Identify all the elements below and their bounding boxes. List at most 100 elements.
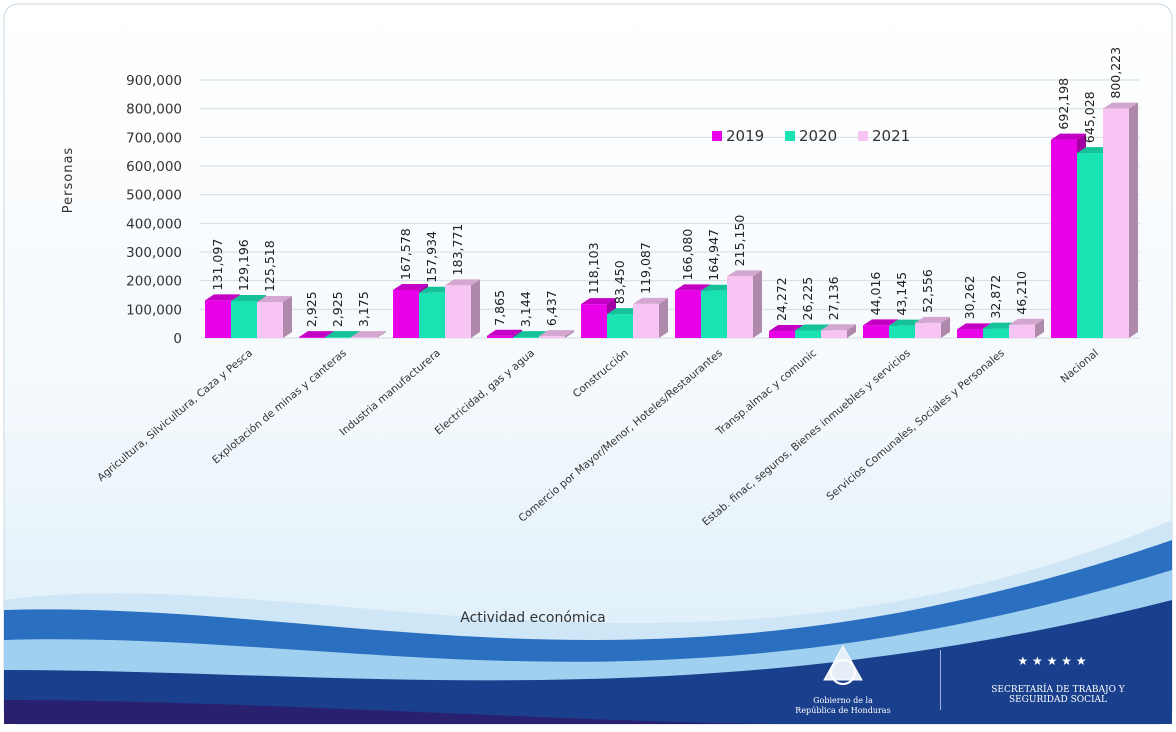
value-label: 7,865 — [492, 290, 507, 326]
bar — [821, 324, 856, 338]
bar-side — [377, 331, 386, 338]
bar-top — [633, 297, 668, 304]
value-label: 167,578 — [398, 228, 413, 280]
value-label: 164,947 — [706, 229, 721, 281]
bar-front — [351, 337, 377, 338]
bar-front — [1009, 324, 1035, 338]
value-label: 3,144 — [518, 291, 533, 327]
bar-top — [205, 294, 240, 301]
bar-front — [1103, 108, 1129, 338]
value-label: 44,016 — [868, 272, 883, 316]
bar-front — [633, 303, 659, 338]
value-label: 46,210 — [1014, 271, 1029, 315]
bar-front — [445, 285, 471, 338]
bar-front — [795, 330, 821, 338]
wave — [4, 700, 800, 724]
bar-top — [351, 331, 386, 338]
bar-top — [513, 331, 548, 338]
value-label: 119,087 — [638, 242, 653, 294]
legend-swatch — [858, 131, 868, 141]
value-label: 2,925 — [304, 291, 319, 327]
bar-top — [915, 316, 950, 323]
bar-front — [393, 289, 419, 338]
bar-front — [821, 330, 847, 338]
divider — [940, 650, 941, 710]
bar — [257, 296, 292, 338]
y-tick-label: 600,000 — [126, 159, 182, 175]
value-label: 27,136 — [826, 276, 841, 320]
y-tick-label: 500,000 — [126, 188, 182, 204]
y-tick-label: 800,000 — [126, 102, 182, 118]
value-label: 183,771 — [450, 224, 465, 276]
bar-top — [957, 323, 992, 330]
bar-front — [863, 325, 889, 338]
bar — [915, 316, 950, 338]
bar — [539, 330, 574, 338]
value-label: 166,080 — [680, 229, 695, 281]
value-label: 215,150 — [732, 215, 747, 267]
bar-front — [1077, 153, 1103, 338]
bar-top — [769, 325, 804, 332]
bar-front — [325, 337, 351, 338]
bar-front — [231, 300, 257, 338]
bar — [445, 279, 480, 338]
bar-front — [419, 292, 445, 338]
bar-top — [299, 331, 334, 338]
value-label: 26,225 — [800, 277, 815, 321]
bar-side — [847, 324, 856, 338]
value-label: 131,097 — [210, 239, 225, 291]
value-label: 692,198 — [1056, 78, 1071, 130]
value-label: 3,175 — [356, 291, 371, 327]
value-label: 129,196 — [236, 239, 251, 291]
bar-side — [659, 297, 668, 338]
legend-swatch — [712, 131, 722, 141]
bar-top — [325, 331, 360, 338]
bar-top — [393, 283, 428, 290]
bar — [633, 297, 668, 338]
value-label: 645,028 — [1082, 91, 1097, 143]
bar-side — [1129, 102, 1138, 338]
bar-top — [863, 319, 898, 326]
value-label: 2,925 — [330, 291, 345, 327]
stars: ★ ★ ★ ★ ★ — [1017, 654, 1086, 668]
bar-side — [283, 296, 292, 338]
bar-top — [675, 284, 710, 291]
y-axis-label: Personas — [61, 147, 76, 213]
bar-front — [257, 302, 283, 338]
bar-side — [753, 270, 762, 338]
value-label: 24,272 — [774, 277, 789, 321]
bar-top — [1009, 318, 1044, 325]
bar-front — [299, 337, 325, 338]
y-tick-label: 400,000 — [126, 216, 182, 232]
bar-front — [675, 290, 701, 338]
value-label: 125,518 — [262, 240, 277, 292]
bar-top — [727, 270, 762, 277]
bar-top — [487, 329, 522, 336]
bar-top — [795, 324, 830, 331]
y-tick-label: 100,000 — [126, 302, 182, 318]
bar-front — [889, 325, 915, 338]
bar-front — [769, 331, 795, 338]
bar — [1009, 318, 1044, 338]
bar-top — [1103, 102, 1138, 109]
emblem — [823, 644, 863, 685]
value-label: 83,450 — [612, 260, 627, 304]
value-label: 43,145 — [894, 272, 909, 316]
gov-text: República de Honduras — [795, 706, 890, 715]
bar-top — [821, 324, 856, 331]
bar-top — [1051, 133, 1086, 140]
y-tick-label: 200,000 — [126, 274, 182, 290]
bar-top — [581, 298, 616, 305]
bar-top — [231, 294, 266, 301]
value-label: 30,262 — [962, 276, 977, 320]
bar-front — [487, 335, 513, 338]
bar-front — [915, 322, 941, 338]
bar-front — [957, 329, 983, 338]
y-tick-label: 0 — [173, 331, 182, 347]
value-label: 118,103 — [586, 242, 601, 294]
bar-side — [565, 330, 574, 338]
bar — [351, 331, 386, 338]
x-axis-label: Actividad económica — [460, 610, 606, 626]
